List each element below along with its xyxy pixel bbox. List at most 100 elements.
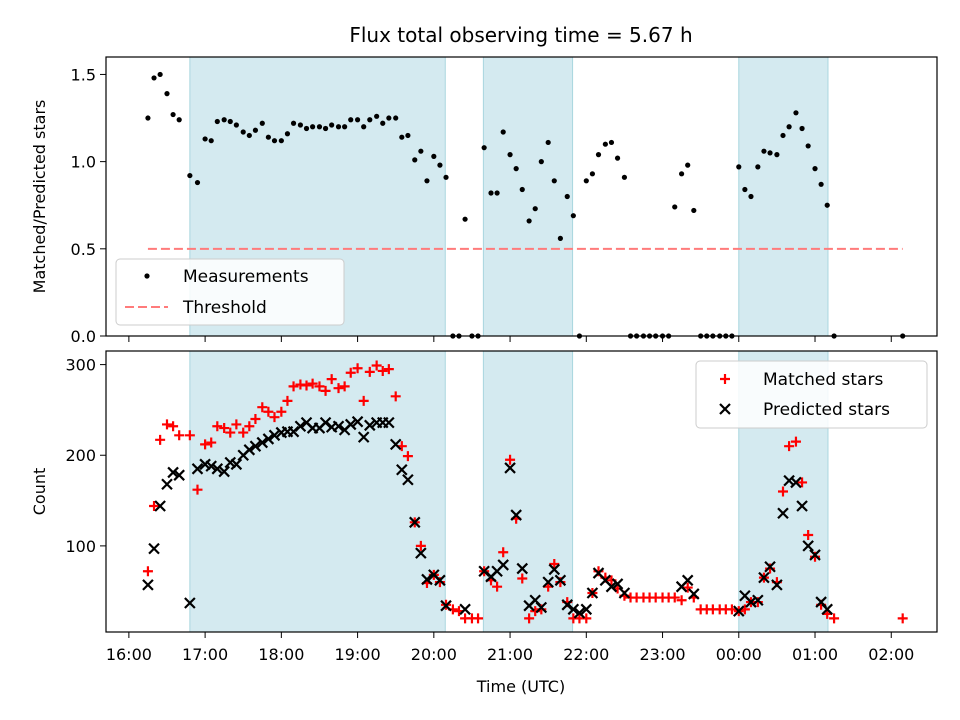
measurement-point (621, 174, 628, 180)
matched-marker (383, 364, 394, 375)
predicted-marker (402, 473, 414, 486)
measurement-point (462, 216, 468, 222)
chart-title: Flux total observing time = 5.67 h (349, 23, 692, 47)
matched-marker (231, 419, 242, 430)
measurement-point (284, 131, 291, 137)
predicted-marker (434, 574, 446, 587)
predicted-marker (605, 580, 618, 593)
measurement-point (551, 178, 557, 184)
matched-marker (492, 581, 503, 592)
measurement-point (265, 134, 271, 140)
measurement-point (488, 190, 494, 196)
predicted-marker (364, 419, 376, 432)
measurement-point (818, 181, 824, 187)
measurement-point (252, 127, 259, 133)
legend-label-predicted: Predicted stars (763, 400, 890, 420)
matched-marker (524, 613, 535, 624)
predicted-marker (561, 599, 574, 611)
matched-marker (257, 402, 268, 413)
measurement-point (602, 141, 608, 147)
matched-marker (505, 454, 516, 465)
y-axis-label: Matched/Predicted stars (30, 100, 49, 294)
y-tick-label: 100 (65, 537, 96, 556)
matched-marker (352, 363, 363, 374)
predicted-marker (752, 594, 764, 607)
predicted-marker (586, 587, 599, 599)
predicted-marker (383, 416, 395, 429)
predicted-marker (211, 463, 224, 475)
measurement-point (431, 153, 437, 159)
measurement-point (271, 138, 278, 144)
predicted-marker (611, 578, 624, 590)
measurement-point (824, 202, 830, 208)
matched-marker (682, 582, 693, 593)
predicted-marker (351, 415, 364, 428)
y-tick-label: 0.0 (71, 327, 96, 346)
measurement-point (526, 218, 532, 224)
predicted-marker (167, 466, 179, 479)
matched-marker (726, 604, 737, 615)
x-tick-label: 00:00 (716, 645, 762, 664)
measurement-point (494, 190, 500, 196)
matched-marker (200, 439, 211, 450)
measurement-point (805, 143, 811, 149)
measurement-point (507, 152, 513, 158)
measurement-point (742, 186, 748, 193)
measurement-point (424, 178, 430, 184)
top-panel-ratio: 0.0 0.5 1.0 1.5 Matched/Predicted stars Measu… (30, 56, 938, 346)
measurement-point (310, 124, 316, 130)
x-tick-label: 19:00 (335, 645, 381, 664)
predicted-marker (415, 547, 427, 559)
measurement-point (374, 113, 380, 119)
x-axis-label: Time (UTC) (476, 677, 565, 696)
predicted-marker (262, 433, 275, 445)
predicted-marker (542, 576, 554, 588)
legend-label-threshold: Threshold (182, 298, 267, 318)
matched-marker (184, 430, 195, 441)
measurement-point (437, 162, 443, 168)
matched-marker (829, 613, 840, 624)
measurement-point (151, 75, 157, 81)
predicted-marker (161, 478, 173, 491)
measurement-point (329, 122, 335, 128)
axes-frame (105, 350, 938, 633)
legend-box (695, 360, 928, 429)
measurement-point (443, 174, 449, 180)
bottom-panel-counts: 100 200 300 16:00 17:00 18:00 19:00 20:00 21:00 2… (30, 350, 938, 664)
measurement-point (290, 120, 297, 126)
predicted-marker (758, 571, 770, 584)
predicted-marker (771, 579, 783, 591)
matched-marker (282, 395, 293, 406)
matched-marker (415, 540, 426, 551)
matched-marker (669, 592, 680, 603)
predicted-marker (567, 603, 580, 616)
measurement-point (322, 125, 329, 132)
matched-marker (549, 559, 560, 570)
predicted-marker (580, 603, 593, 616)
matched-marker (288, 381, 299, 392)
measurement-point (538, 159, 544, 165)
legend-box (115, 258, 345, 326)
measurement-point (145, 115, 151, 121)
measurement-point (799, 125, 805, 132)
measurement-point (755, 164, 761, 170)
predicted-marker (790, 476, 802, 489)
matched-marker (320, 385, 331, 396)
x-tick-label: 18:00 (258, 645, 304, 664)
measurement-point (595, 152, 602, 158)
matched-marker (797, 477, 808, 488)
measurement-point (786, 124, 792, 130)
measurement-point (194, 179, 201, 186)
measurement-point (380, 120, 386, 126)
predicted-marker (809, 549, 821, 561)
matched-marker (149, 501, 160, 512)
x-tick-label: 01:00 (792, 645, 838, 664)
measurement-point (259, 120, 265, 126)
measurement-point (176, 117, 182, 123)
measurement-point (500, 129, 506, 135)
y-tick-label: 200 (65, 446, 96, 465)
predicted-marker (249, 440, 262, 452)
measurement-point (532, 206, 538, 212)
measurement-point (335, 124, 342, 130)
matched-marker (364, 366, 375, 377)
